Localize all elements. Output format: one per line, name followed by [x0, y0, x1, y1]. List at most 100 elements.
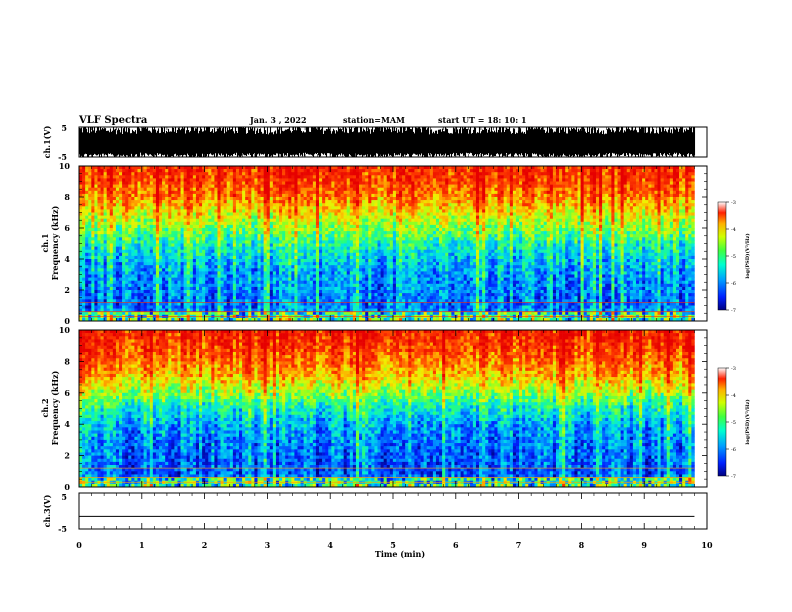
spectrogram-cell	[223, 169, 228, 173]
spectrogram-cell	[106, 184, 111, 188]
spectrogram-cell	[389, 178, 394, 182]
spectrogram-cell	[577, 212, 581, 216]
spectrogram-cell	[217, 240, 221, 244]
spectrogram-cell	[131, 203, 135, 207]
spectrogram-cell	[549, 215, 554, 219]
spectrogram-cell	[100, 209, 104, 213]
spectrogram-cell	[319, 221, 323, 226]
spectrogram-cell	[383, 203, 388, 207]
spectrogram-cell	[100, 224, 104, 229]
spectrogram-cell	[589, 209, 594, 213]
spectrogram-cell	[362, 166, 366, 170]
spectrogram-cell	[115, 224, 120, 229]
spectrogram-cell	[555, 218, 560, 223]
spectrogram-cell	[199, 181, 203, 185]
spectrogram-cell	[629, 184, 634, 188]
spectrogram-cell	[282, 200, 286, 204]
spectrogram-cell	[577, 203, 581, 207]
spectrogram-cell	[235, 221, 240, 226]
spectrogram-cell	[266, 234, 271, 238]
spectrogram-cell	[595, 240, 600, 244]
spectrogram-cell	[368, 184, 372, 188]
spectrogram-cell	[682, 172, 686, 176]
spectrogram-cell	[294, 224, 298, 229]
spectrogram-cell	[159, 234, 163, 238]
spectrogram-cell	[88, 234, 92, 238]
spectrogram-cell	[312, 166, 317, 170]
spectrogram-cell	[288, 197, 292, 201]
spectrogram-cell	[442, 190, 446, 195]
spectrogram-cell	[79, 184, 83, 188]
spectrogram-cell	[325, 215, 329, 219]
spectrogram-cell	[297, 166, 301, 170]
spectrogram-cell	[159, 190, 163, 195]
spectrogram-cell	[562, 187, 566, 192]
spectrogram-cell	[319, 218, 323, 223]
spectrogram-cell	[162, 215, 166, 219]
spectrogram-cell	[479, 172, 483, 176]
spectrogram-cell	[174, 224, 178, 229]
spectrogram-cell	[349, 190, 354, 195]
spectrogram-cell	[91, 203, 95, 207]
spectrogram-cell	[632, 187, 637, 192]
spectrogram-cell	[691, 197, 695, 201]
spectrogram-cell	[368, 172, 372, 176]
spectrogram-cell	[559, 175, 563, 179]
spectrogram-cell	[122, 237, 126, 241]
spectrogram-cell	[623, 218, 628, 223]
spectrogram-cell	[580, 215, 584, 219]
spectrogram-cell	[635, 169, 640, 173]
spectrogram-cell	[503, 237, 508, 241]
spectrogram-cell	[334, 212, 338, 216]
spectrogram-cell	[395, 193, 400, 198]
spectrogram-cell	[205, 172, 209, 176]
spectrogram-cell	[377, 228, 381, 232]
spectrogram-cell	[199, 231, 203, 235]
spectrogram-cell	[515, 218, 520, 223]
spectrogram-cell	[349, 178, 354, 182]
spectrogram-cell	[679, 197, 683, 201]
spectrogram-cell	[325, 193, 329, 198]
spectrogram-cell	[362, 181, 366, 185]
spectrogram-cell	[352, 169, 357, 173]
spectrogram-cell	[362, 212, 366, 216]
spectrogram-cell	[79, 169, 83, 173]
spectrogram-cell	[100, 172, 104, 176]
spectrogram-cell	[611, 209, 615, 213]
spectrogram-cell	[168, 172, 172, 176]
spectrogram-cell	[565, 187, 569, 192]
spectrogram-cell	[626, 240, 631, 244]
spectrogram-cell	[337, 172, 341, 176]
spectrogram-cell	[149, 224, 154, 229]
spectrogram-cell	[232, 181, 237, 185]
spectrogram-cell	[679, 212, 683, 216]
spectrogram-cell	[306, 169, 311, 173]
spectrogram-cell	[617, 206, 621, 210]
spectrogram-cell	[214, 212, 218, 216]
spectrogram-cell	[595, 234, 600, 238]
spectrogram-cell	[315, 240, 320, 244]
spectrogram-cell	[599, 193, 603, 198]
spectrogram-cell	[494, 193, 498, 198]
spectrogram-cell	[386, 224, 391, 229]
spectrogram-cell	[472, 215, 477, 219]
spectrogram-cell	[488, 166, 492, 170]
spectrogram-cell	[383, 200, 388, 204]
spectrogram-cell	[125, 231, 129, 235]
spectrogram-cell	[168, 190, 172, 195]
spectrogram-cell	[666, 212, 671, 216]
spectrogram-cell	[420, 181, 424, 185]
spectrogram-cell	[420, 231, 424, 235]
spectrogram-cell	[171, 224, 175, 229]
spectrogram-cell	[651, 206, 655, 210]
spectrogram-cell	[515, 175, 520, 179]
spectrogram-cell	[306, 218, 311, 223]
spectrogram-cell	[611, 203, 615, 207]
spectrogram-cell	[583, 197, 588, 201]
spectrogram-cell	[134, 212, 138, 216]
spectrogram-cell	[208, 209, 212, 213]
spectrogram-cell	[374, 237, 378, 241]
spectrogram-cell	[620, 178, 624, 182]
spectrogram-cell	[155, 218, 160, 223]
spectrogram-cell	[602, 228, 606, 232]
